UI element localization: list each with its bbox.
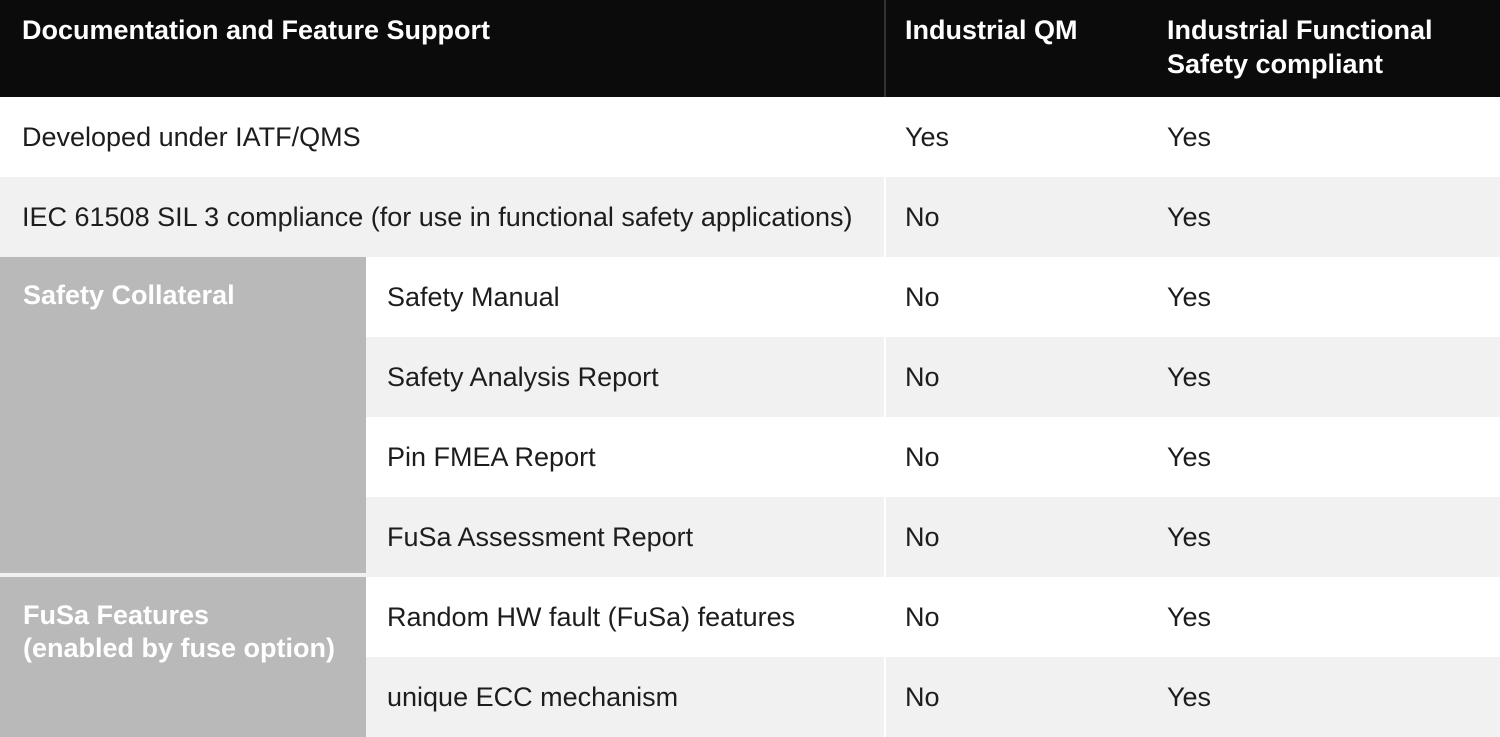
industrial-fusa-value: Yes <box>1167 681 1212 712</box>
group-label-line-1: Safety Collateral <box>23 280 235 310</box>
feature-label: unique ECC mechanism <box>387 681 679 712</box>
group-cell-safety-collateral: Safety Collateral <box>0 257 366 573</box>
feature-label: Safety Analysis Report <box>387 361 659 392</box>
feature-label: IEC 61508 SIL 3 compliance (for use in f… <box>22 201 853 232</box>
group-label-line-1: FuSa Features <box>23 600 210 630</box>
industrial-fusa-value: Yes <box>1167 521 1212 552</box>
industrial-qm-value: No <box>884 577 1148 657</box>
feature-label: FuSa Assessment Report <box>387 521 694 552</box>
industrial-qm-value: No <box>884 497 1148 577</box>
group-label-line-2: (enabled by fuse option) <box>23 633 336 663</box>
feature-label: Pin FMEA Report <box>387 441 596 472</box>
industrial-fusa-value: Yes <box>1167 601 1212 632</box>
feature-label: Safety Manual <box>387 281 560 312</box>
industrial-fusa-value: Yes <box>1167 121 1212 152</box>
industrial-fusa-value: Yes <box>1167 281 1212 312</box>
header-industrial-fusa-column: Industrial Functional Safety compliant <box>1148 0 1500 97</box>
industrial-fusa-value: Yes <box>1167 201 1212 232</box>
header-industrial-qm-column: Industrial QM <box>884 0 1148 97</box>
industrial-qm-value: No <box>884 657 1148 737</box>
table-header-row: Documentation and Feature Support Indust… <box>0 0 1500 97</box>
feature-label: Developed under IATF/QMS <box>22 121 361 152</box>
header-fusa-line-2: Safety compliant <box>1167 49 1384 79</box>
industrial-qm-value: No <box>884 417 1148 497</box>
industrial-qm-value: Yes <box>884 97 1148 177</box>
industrial-qm-value: No <box>884 257 1148 337</box>
table-row-developed-under-iatf-qms: Developed under IATF/QMS Yes Yes <box>0 97 1500 177</box>
industrial-fusa-value: Yes <box>1167 361 1212 392</box>
header-fusa-line-1: Industrial Functional <box>1167 15 1433 45</box>
header-feature-column: Documentation and Feature Support <box>22 15 491 45</box>
industrial-qm-value: No <box>884 177 1148 257</box>
group-cell-fusa-features: FuSa Features (enabled by fuse option) <box>0 577 366 737</box>
table-row-iec-61508-sil3: IEC 61508 SIL 3 compliance (for use in f… <box>0 177 1500 257</box>
feature-label: Random HW fault (FuSa) features <box>387 601 796 632</box>
industrial-fusa-value: Yes <box>1167 441 1212 472</box>
industrial-qm-value: No <box>884 337 1148 417</box>
